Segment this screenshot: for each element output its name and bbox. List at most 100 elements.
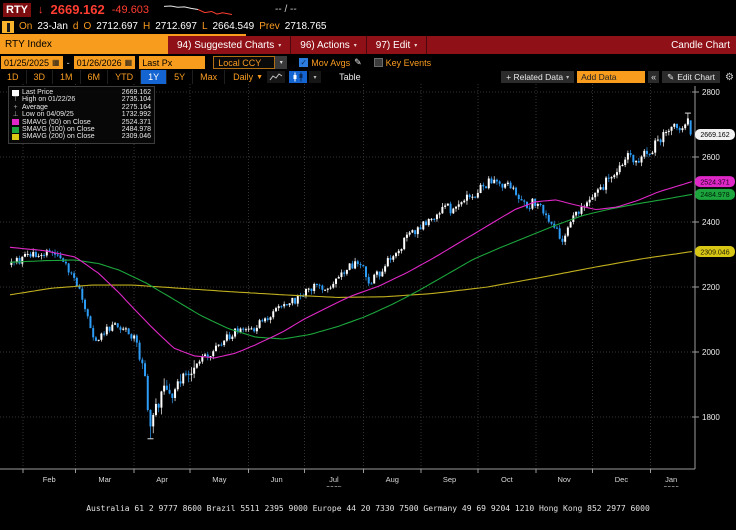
legend-label: SMAVG (50) on Close [22,118,91,126]
price-badge [695,129,735,141]
sma-50-line [9,181,693,359]
mov-avgs-checkbox[interactable]: ✓ Mov Avgs [299,58,350,68]
unchecked-checkbox-icon[interactable] [373,58,383,67]
legend-row[interactable]: SMAVG (50) on Close 2524.371 [12,119,151,126]
chevron-down-icon: ▾ [414,42,418,49]
checked-checkbox-icon[interactable]: ✓ [299,58,309,67]
menu-actions[interactable]: 96) Actions ▾ [291,36,367,54]
add-data-input[interactable]: Add Data [577,71,646,83]
legend-row[interactable]: ⊥ Low on 04/09/25 1732.992 [12,111,151,118]
period-tab-6m[interactable]: 6M [81,70,109,84]
menu-edit[interactable]: 97) Edit ▾ [367,36,428,54]
related-data-button[interactable]: + Related Data ▾ [501,71,575,83]
price-badge-value: 2524.371 [700,179,729,186]
x-axis-year-label: 2025 [326,486,342,487]
chevron-down-icon: ▾ [566,74,570,81]
legend-row[interactable]: SMAVG (100) on Close 2484.978 [12,126,151,133]
period-tab-max[interactable]: Max [193,70,226,84]
gear-icon[interactable]: ⚙ [725,71,734,83]
legend-marker-icon: ⊤ [12,96,19,104]
legend-label: SMAVG (100) on Close [22,126,95,134]
triangle-down-icon: ▼ [256,73,264,81]
date-to-input[interactable]: 01/26/2026 ▦ [73,56,136,69]
chevron-down-icon[interactable]: ▾ [275,56,288,69]
legend-value: 2484.978 [121,126,151,134]
related-data-label: + Related Data [506,72,564,82]
period-tab-ytd[interactable]: YTD [108,70,142,84]
legend-value: 2309.046 [121,133,151,141]
terminal-footer: Australia 61 2 9777 8600 Brazil 5511 239… [0,488,736,530]
legend-label: Low on 04/09/25 [22,111,74,119]
security-name-box[interactable]: RTY Index [0,36,168,54]
chart-type-dropdown-icon[interactable]: ▾ [309,71,322,83]
y-axis-label: 2200 [702,283,720,292]
period-tab-3d[interactable]: 3D [27,70,54,84]
pencil-icon: ✎ [667,71,675,82]
legend-row[interactable]: SMAVG (200) on Close 2309.046 [12,133,151,140]
y-axis-label: 2400 [702,218,720,227]
frequency-select[interactable]: Daily ▼ [233,72,263,82]
menu-label: 97) Edit [375,39,411,51]
price-type-select[interactable]: Last Px [139,56,206,69]
date-range-separator: - [66,57,70,68]
key-events-label: Key Events [385,57,432,68]
x-axis-month-label: Aug [386,475,399,484]
legend-swatch [12,126,19,133]
open-label: O [83,21,92,32]
legend-value: 2275.164 [121,103,151,111]
legend-label: High on 01/22/26 [22,96,76,104]
x-axis-month-label: Apr [156,475,168,484]
price-badge-value: 2669.162 [700,132,729,139]
chart-type-title: Candle Chart [671,39,730,51]
price-badge [695,246,735,258]
high-label: H [142,21,151,32]
edit-chart-button[interactable]: ✎ Edit Chart [662,71,721,83]
candle-chart-icon[interactable] [289,71,308,83]
calendar-icon[interactable]: ▦ [124,58,133,67]
price-badge [695,188,735,200]
right-tool-cluster: + Related Data ▾ Add Data « ✎ Edit Chart… [501,71,736,83]
quote-line-2: On 23-Jan d O 2712.697 H 2712.697 L 2664… [2,19,327,34]
x-axis-month-label: Mar [98,475,111,484]
y-axis-label: 2800 [702,88,720,97]
table-button[interactable]: Table [339,72,361,82]
period-tab-1y[interactable]: 1Y [141,70,168,84]
collapse-panel-button[interactable]: « [648,71,660,83]
low-label: L [201,21,208,32]
price-chart-canvas[interactable]: 2800 2600 2400 2200 2000 1800 Feb Mar Apr May Jun J… [0,84,736,493]
x-axis-month-label: Feb [43,475,56,484]
legend-row[interactable]: + Average 2275.164 [12,104,151,111]
line-chart-icon[interactable] [267,71,286,83]
x-axis-month-label: Jul [329,475,339,484]
legend-marker-icon: ⊥ [12,111,19,119]
currency-select[interactable]: Local CCY ▾ [213,56,288,69]
y-axis-label: 1800 [702,413,720,422]
currency-value: Local CCY [213,56,276,69]
date-from-input[interactable]: 01/25/2025 ▦ [1,56,63,69]
key-events-checkbox[interactable]: Key Events [373,57,432,68]
x-axis-month-label: Sep [443,475,456,484]
mov-avgs-label: Mov Avgs [311,57,351,68]
price-down-arrow-icon: ↓ [38,3,44,16]
calendar-icon[interactable]: ▦ [52,58,60,67]
chevron-down-icon: ▾ [278,42,282,49]
legend-row[interactable]: ⊤ High on 01/22/26 2735.104 [12,96,151,103]
chevron-down-icon: ▾ [353,42,357,49]
y-axis-label: 2000 [702,348,720,357]
menu-bar: RTY Index 94) Suggested Charts ▾ 96) Actio… [0,36,736,54]
y-axis-label: 2600 [702,153,720,162]
x-axis-month-label: Jun [271,475,283,484]
quote-date: 23-Jan [37,21,68,32]
legend-row[interactable]: Last Price 2669.162 [12,89,151,96]
menu-suggested-charts[interactable]: 94) Suggested Charts ▾ [168,36,292,54]
pencil-icon[interactable]: ✎ [354,57,362,67]
period-bar: 1D 3D 1M 6M YTD 1Y 5Y Max Daily ▼ ▾ Table + Rel… [0,70,736,84]
open-value: 2712.697 [96,21,138,32]
period-tab-5y[interactable]: 5Y [167,70,194,84]
prev-value: 2718.765 [284,21,327,32]
low-value: 2664.549 [212,21,255,32]
amber-underline [0,34,246,36]
period-tab-1d[interactable]: 1D [0,70,27,84]
period-tab-1m[interactable]: 1M [53,70,81,84]
